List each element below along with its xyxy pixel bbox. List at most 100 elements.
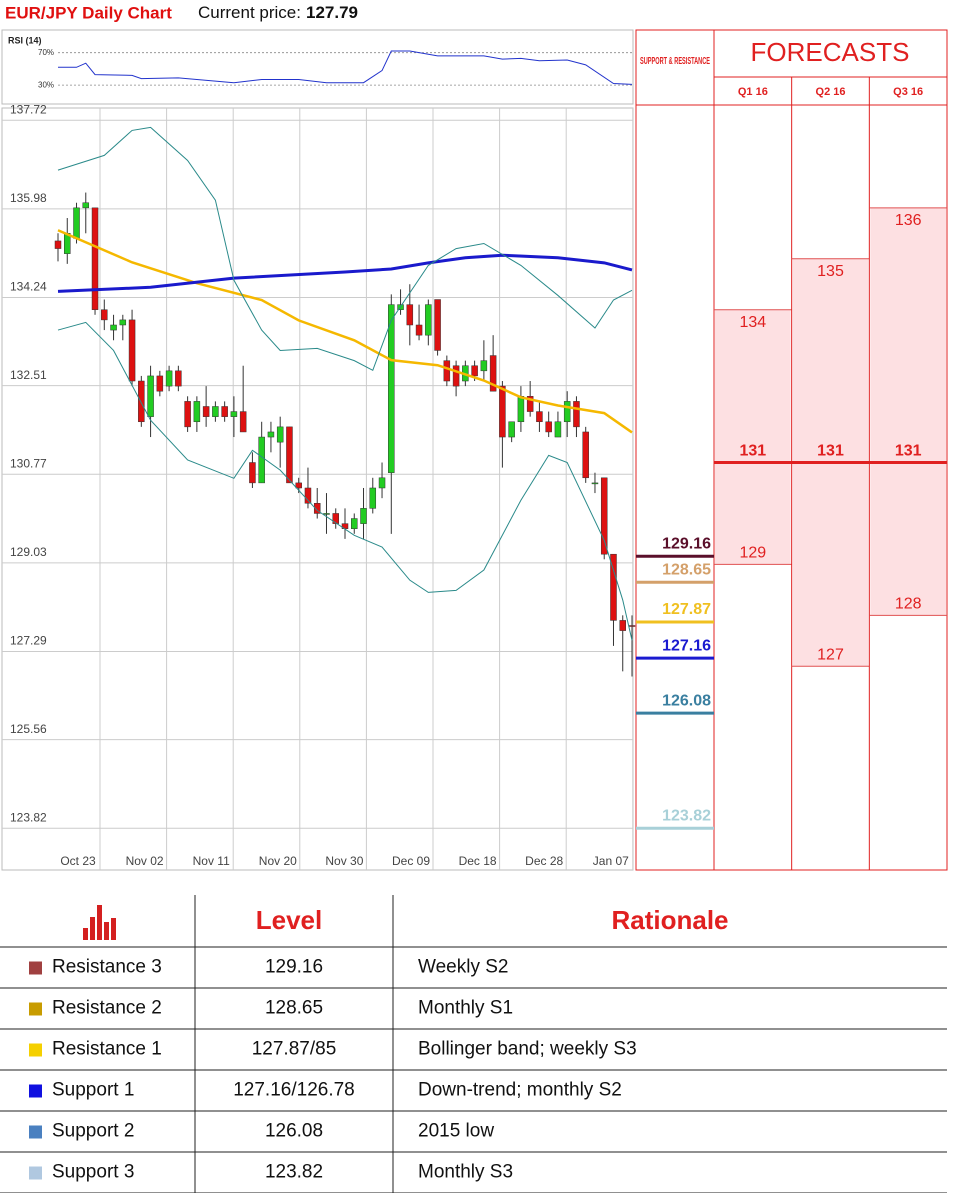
row-level: 123.82 [265,1162,323,1183]
x-tick-label: Nov 11 [193,854,230,868]
y-tick-label: 129.03 [10,545,47,559]
x-tick-label: Nov 30 [325,854,363,868]
candle-body [286,426,293,484]
table-header: Rationale [611,905,728,935]
candle-body [221,406,228,417]
candle-body [499,385,506,438]
x-tick-label: Dec 09 [392,854,430,868]
candle-body [267,431,275,438]
row-level: 129.16 [265,957,323,978]
forecast-range [870,207,946,616]
candle-body [304,487,312,504]
candle-body [202,406,210,417]
forecast-central-label: 131 [739,443,766,460]
y-tick-label: 132.51 [10,368,47,382]
candle-body [258,436,265,484]
y-tick-label: 70% [38,48,54,57]
candle-body [119,319,127,326]
candle-body [517,396,525,423]
rsi-title: RSI (14) [8,35,42,45]
row-name: Support 2 [52,1121,134,1142]
forecast-range [715,309,791,565]
quarter-label: Q1 16 [738,86,768,98]
forecast-low-label: 129 [739,545,766,562]
candle-body [600,477,608,555]
level-label: 123.82 [662,807,711,824]
candle-body [138,380,145,423]
y-tick-label: 130.77 [10,456,47,470]
row-level: 127.87/85 [252,1039,337,1060]
x-tick-label: Jan 07 [593,854,629,868]
candle-body [480,360,488,372]
rsi-line [58,50,633,85]
quarter-label: Q2 16 [816,86,846,98]
forecast-high-label: 135 [817,263,844,280]
candle-body [554,421,562,438]
forecast-high-label: 134 [739,314,766,331]
candle-body [295,482,302,489]
row-swatch [29,1043,42,1057]
forecast-low-label: 128 [895,596,922,613]
row-name: Resistance 2 [52,998,162,1019]
candle-body [156,375,164,392]
candle-body [193,401,201,423]
candle-body [128,319,136,382]
level-label: 129.16 [662,535,711,552]
row-rationale: Weekly S2 [418,957,508,978]
candle-body [110,324,117,331]
rsi-frame [1,29,634,105]
candle-body [73,207,80,239]
candle-body [212,406,219,417]
candle-body [82,202,90,209]
candle-body [249,462,256,484]
candle-body [471,365,478,377]
row-name: Support 1 [52,1080,134,1101]
row-level: 126.08 [265,1121,323,1142]
candle-body [610,553,617,621]
forecast-low-label: 127 [817,646,844,663]
row-rationale: Monthly S3 [418,1162,513,1183]
table-icon [83,905,116,940]
candle-body [388,304,395,473]
y-tick-label: 135.98 [10,191,47,205]
row-swatch [29,961,42,975]
level-label: 126.08 [662,692,711,709]
forecast-title: FORECASTS [751,37,910,67]
candle-body [536,411,543,423]
row-swatch [29,1166,42,1180]
candle-body [147,375,154,417]
candle-body [591,482,599,485]
row-rationale: Down-trend; monthly S2 [418,1080,622,1101]
candle-body [276,426,284,443]
candle-body [101,309,108,321]
y-tick-label: 125.56 [10,722,47,736]
candle-body [360,508,367,524]
candle-body [332,513,339,524]
x-tick-label: Nov 20 [259,854,297,868]
x-tick-label: Dec 18 [459,854,497,868]
candle-body [406,304,414,326]
candle-body [508,421,515,438]
row-level: 128.65 [265,998,323,1019]
row-level: 127.16/126.78 [233,1080,355,1101]
price-label: Current price: [198,3,301,22]
candle-body [54,240,62,249]
price-value: 127.79 [306,3,358,22]
sr-header: SUPPORT & RESISTANCE [640,56,710,67]
overlay-line [57,253,633,293]
x-tick-label: Dec 28 [525,854,563,868]
candle-body [489,355,497,392]
forecast-central-label: 131 [895,443,922,460]
level-label: 128.65 [662,561,711,578]
row-name: Resistance 1 [52,1039,162,1060]
overlay-line [57,126,633,372]
row-swatch [29,1125,42,1139]
chart-title: EUR/JPY Daily Chart [5,3,172,22]
candle-body [563,401,571,423]
candle-body [323,513,330,515]
quarter-label: Q3 16 [893,86,923,98]
candle-body [628,625,636,627]
candle-body [526,396,534,412]
sr-column [635,29,715,871]
